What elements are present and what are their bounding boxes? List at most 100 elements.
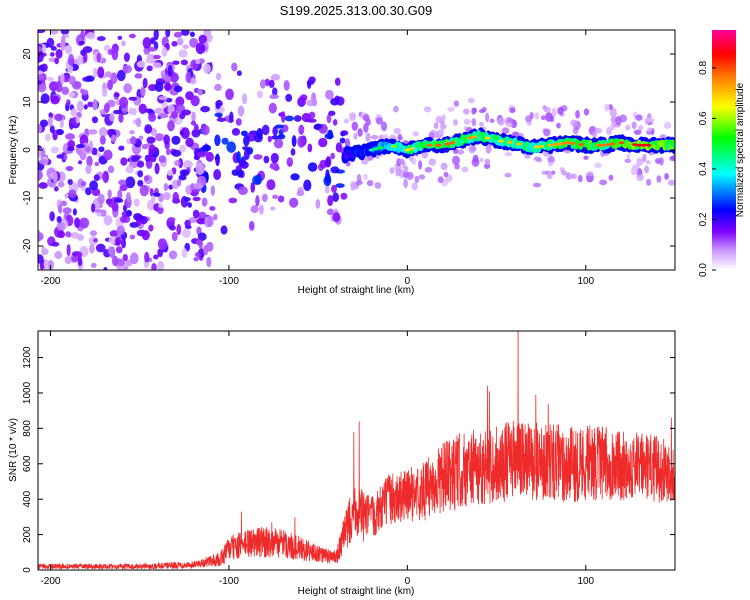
spectrogram-cell [60,35,66,45]
spectrogram-cell [485,112,490,123]
spectrogram-cell [272,126,278,136]
spectrogram-cell [193,182,204,190]
spectrogram-cell [114,92,120,98]
spectrogram-cell [49,52,55,57]
spectrogram-cell [135,117,142,128]
spectrogram-cell [95,152,102,158]
spectrogram-cell [109,230,119,238]
spectrogram-cell [50,30,59,35]
spectrogram-cell [83,104,88,110]
spectrogram-cell [46,37,55,48]
spectrogram-cell [277,195,285,203]
spectrogram-x-ticks: -200 -100 0 100 [40,30,595,287]
spectrogram-cell [196,217,207,225]
spectrogram-cell [90,203,96,213]
spectrogram-cell [671,154,675,162]
spectrogram-cell [269,94,280,99]
spectrogram-cell [75,143,86,149]
spectrogram-cell [626,153,631,159]
spectrogram-cell [362,114,370,122]
spectrogram-cell [166,148,171,156]
spectrogram-cell [181,109,192,116]
spectrogram-cell [411,182,418,191]
snr-frame [37,330,676,571]
spectrogram-cell [64,193,69,200]
spectrogram-cell [298,124,305,135]
spectrogram-cell [60,30,70,35]
spectrogram-cell [497,117,505,126]
spectrogram-cell [355,180,363,186]
spectrogram-cell [77,256,83,267]
colorbar-tick-label: 0.6 [698,111,709,125]
spectrogram-cell [314,123,323,129]
spectrogram-cell [583,155,588,160]
spectrogram-cell [99,135,106,145]
spectrogram-cell [463,118,471,125]
spectrogram-cell [205,215,214,228]
spectrogram-cell [167,120,175,132]
spectrogram-cell [107,200,118,208]
spectrogram-cell [38,232,44,241]
spectrogram-cell [231,127,241,136]
spectrogram-cell [452,155,461,166]
spectrogram-cell [189,31,196,38]
spectrogram-cell [72,208,77,216]
spectrogram-cell [625,124,631,131]
snr-x-tick-label: 0 [405,576,411,587]
spectrogram-cell [315,198,321,209]
spectrogram-cell [357,128,363,137]
spectrogram-cell [231,62,238,72]
spectrogram-cell [193,256,199,262]
spectrogram-cell [271,135,280,140]
spectrogram-ridge-peak [373,147,380,151]
spectrogram-cell [39,260,45,270]
spectrogram-cell [89,230,97,237]
spectrogram-cell [340,130,349,136]
spectrogram-cell [237,105,245,117]
spectrogram-cell [504,172,512,178]
spectrogram-cell [38,73,44,81]
spectrogram-cell [195,42,206,55]
spectrogram-cell [403,178,408,189]
spectrogram-cell [47,116,53,127]
spectrogram-cell [113,109,121,115]
spectrogram-cell [414,175,420,184]
spectrogram-cell [156,206,164,215]
spectrogram-cell [89,180,99,191]
spectrogram-cell [504,152,513,157]
spectrogram-cell [291,135,297,148]
spectrogram-cell [138,135,144,140]
spectrogram-cell [64,44,73,55]
spectrogram-cell [179,169,190,177]
spectrogram-cell [75,116,80,124]
spectrogram-cell [418,160,423,170]
spectrogram-cell [268,102,277,114]
spectrogram-cell [173,31,183,38]
spectrogram-cell [206,256,212,268]
spectrogram-cell [334,95,340,103]
spectrogram-cell [144,124,153,134]
spectrogram-cell [181,228,191,239]
spectrogram-cell [128,96,138,101]
spectrogram-cell [307,143,313,153]
spectrogram-cell [174,160,181,167]
spectrogram-cell [91,147,98,156]
spectrogram-x-axis-label: Height of straight line (km) [298,285,415,296]
spectrogram-cell [93,174,100,182]
spectrogram-cell [318,137,328,148]
spectrogram-cell [610,122,616,130]
spectrogram-cell [240,130,248,137]
spectrogram-cell [138,103,147,115]
spectrogram-cell [433,122,439,130]
spectrogram-cell [50,95,60,105]
spectrogram-ridge-peak [484,136,491,140]
spectrogram-cell [56,221,66,231]
spectrogram-cell [128,107,133,115]
spectrogram-cell [583,108,590,116]
spectrogram-cell [461,166,469,173]
spectrogram-cell [171,135,181,145]
spectrogram-cell [176,178,182,187]
spectrogram-cell [594,127,602,134]
spectrogram-cell [81,89,89,96]
spectrogram-cell [272,194,279,200]
